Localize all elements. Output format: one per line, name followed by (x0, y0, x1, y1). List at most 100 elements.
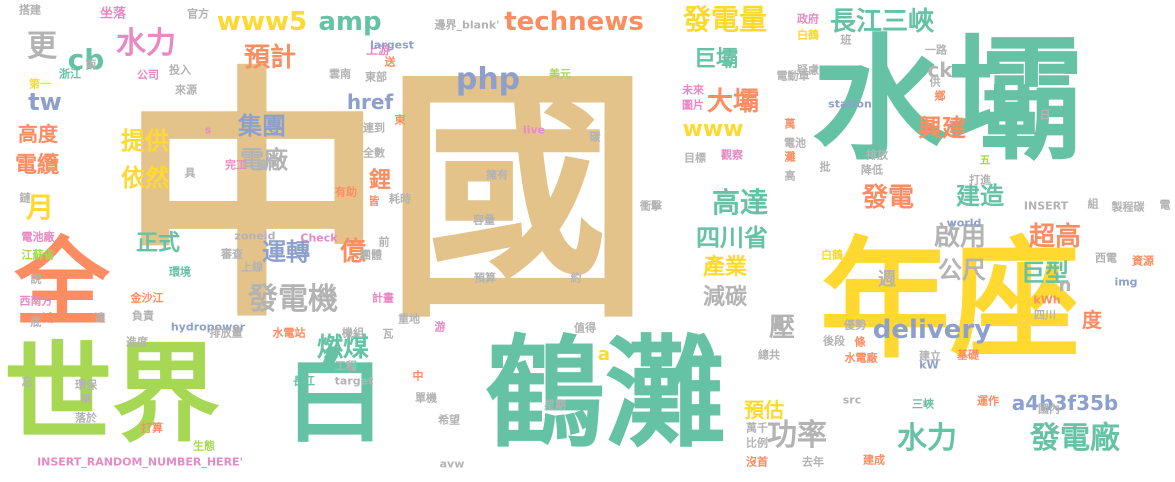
cloud-word: 落於 (75, 411, 97, 425)
cloud-word: 完工 (225, 158, 247, 172)
cloud-word: 優勢 (844, 318, 866, 332)
cloud-word: 億 (339, 237, 367, 267)
cloud-word: 鏈 (19, 191, 31, 205)
cloud-word: a4b3f35b (1011, 391, 1119, 415)
cloud-word: technews (504, 7, 644, 37)
cloud-word: 值得 (574, 321, 596, 335)
cloud-word: 底 (30, 315, 42, 329)
cloud-word: 希望 (438, 413, 460, 427)
cloud-word: 大壩 (706, 87, 760, 117)
cloud-word: 江蘇省 (21, 248, 55, 262)
cloud-word: 萬 (784, 117, 796, 131)
cloud-word: 水電站 (272, 326, 306, 340)
cloud-word: 環保 (75, 378, 97, 392)
cloud-word: 團體 (360, 248, 382, 262)
cloud-word: 官方 (187, 7, 209, 21)
cloud-word: 進度 (126, 335, 148, 349)
cloud-word: world (946, 216, 982, 230)
cloud-word: 美元 (549, 67, 571, 81)
cloud-word: 萬千 (746, 421, 768, 435)
cloud-word: 約 (570, 271, 582, 285)
cloud-word: 上游 (365, 43, 391, 57)
cloud-word: tw (28, 88, 62, 116)
cloud-word: 依然 (121, 164, 169, 192)
cloud-word: 班 (840, 33, 852, 47)
cloud-word: 產業 (702, 255, 748, 280)
cloud-word: 資源 (1132, 254, 1154, 268)
cloud-word: 水電廠 (844, 351, 878, 365)
cloud-word: 水壩 (812, 21, 1082, 179)
cloud-word: 壓 (768, 313, 796, 343)
cloud-word: www (682, 117, 744, 142)
cloud-word: live (522, 123, 546, 137)
cloud-word: 高 (784, 169, 796, 183)
cloud-word: 具 (184, 166, 196, 180)
cloud-word: 建立 (919, 349, 941, 363)
cloud-word: 公尺 (938, 256, 986, 284)
cloud-word: amp (318, 7, 382, 37)
cloud-word: 計畫 (372, 291, 394, 305)
cloud-word: 發電量 (682, 3, 768, 36)
cloud-word: 發電 (861, 183, 915, 213)
cloud-word: 擁有 (486, 168, 508, 182)
cloud-word: 單機 (415, 391, 437, 405)
cloud-word: 東 (394, 113, 406, 127)
cloud-word: 負責 (132, 309, 154, 323)
cloud-word: 製程碳 (1111, 200, 1145, 214)
cloud-word: 興建 (918, 114, 966, 142)
cloud-word: 電纜 (14, 153, 60, 178)
cloud-word: 供 (929, 75, 941, 89)
cloud-word: 坐落 (99, 6, 127, 22)
cloud-word: 達 (94, 311, 106, 325)
cloud-word: 五 (979, 153, 991, 167)
cloud-word: Check (300, 231, 338, 245)
cloud-word: 比例 (746, 436, 768, 450)
cloud-word: 上線 (241, 260, 263, 274)
cloud-word: 功率 (767, 418, 827, 453)
cloud-word: 減碳 (702, 285, 748, 310)
cloud-word: 燃煤 (316, 333, 370, 363)
cloud-word: 白鶴 (797, 28, 819, 42)
cloud-word: 耗時 (389, 192, 411, 206)
cloud-word: 全 (14, 228, 110, 339)
cloud-word: 電池廠 (21, 230, 55, 244)
cloud-word: 後段 (823, 334, 845, 348)
cloud-word: 圖片 (682, 98, 704, 112)
cloud-word: 觀察 (721, 148, 743, 162)
cloud-word: 降低 (861, 163, 883, 177)
cloud-word: 鄉 (934, 89, 946, 103)
cloud-word: 度 (1082, 308, 1102, 332)
cloud-word: 電廠 (240, 146, 288, 174)
cloud-word: 連到 (363, 121, 385, 135)
cloud-word: 日 (1039, 108, 1051, 122)
cloud-word: 巨型 (1021, 259, 1069, 287)
cloud-word: kWh (1033, 293, 1061, 307)
cloud-word: 重地 (398, 312, 420, 326)
cloud-word: 機組 (342, 326, 364, 340)
cloud-word: 月 (25, 191, 55, 224)
cloud-word: 電動車 (776, 69, 810, 83)
cloud-word: 瓦 (382, 327, 394, 341)
cloud-word: 白 (285, 339, 385, 456)
cloud-word: 第一 (29, 77, 51, 91)
cloud-word: 國內 (1038, 402, 1060, 416)
cloud-word: 未來 (682, 83, 704, 97)
cloud-word: INSERT_RANDOM_NUMBER_HERE' (37, 455, 243, 469)
cloud-word: 投入 (169, 63, 191, 77)
cloud-word: 去年 (802, 455, 824, 469)
cloud-word: 前 (378, 235, 390, 249)
cloud-word: 水力 (897, 421, 957, 456)
cloud-word: target (334, 374, 374, 388)
cloud-word: 有助 (335, 185, 357, 199)
cloud-word: 容量 (473, 213, 495, 227)
cloud-word: 三峽 (912, 397, 934, 411)
cloud-word: zoneid (234, 229, 276, 243)
cloud-word: 公司 (137, 68, 159, 82)
cloud-word: n (1058, 275, 1072, 296)
cloud-word: 星期 (544, 398, 566, 412)
cloud-word: 世界 (3, 332, 221, 457)
cloud-word: 邊界_blank' (434, 18, 500, 32)
cloud-word: 條 (854, 335, 866, 349)
cloud-word: 週 (878, 269, 896, 290)
